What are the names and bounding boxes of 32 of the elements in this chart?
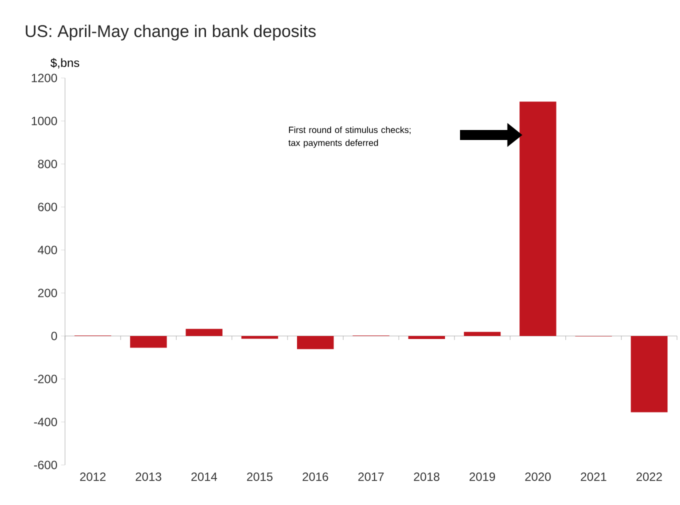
bar	[130, 336, 167, 348]
x-tick-label: 2013	[136, 472, 162, 481]
bar	[241, 336, 278, 339]
bar	[186, 328, 222, 336]
y-tick-label: 400	[38, 246, 58, 254]
annotation: First round of stimulus checks; tax payments deferred	[288, 126, 411, 148]
x-tick-label: 2012	[80, 472, 106, 481]
y-axis-title: $,bns	[50, 58, 80, 68]
x-tick-label: 2017	[358, 472, 384, 481]
x-tick-label: 2018	[414, 472, 440, 481]
x-tick-label: 2021	[580, 472, 606, 481]
x-tick-label: 2015	[247, 472, 273, 481]
y-tick-label: 200	[38, 288, 58, 298]
bar	[520, 102, 556, 336]
x-tick-label: 2019	[470, 472, 496, 481]
bar	[464, 332, 501, 336]
y-tick-label: -200	[34, 374, 58, 384]
bar	[408, 336, 446, 339]
x-tick-label: 2016	[302, 472, 328, 481]
y-tick-label: 800	[38, 160, 58, 168]
y-tick-label: 0	[51, 332, 58, 340]
x-tick-label: 2022	[636, 472, 662, 481]
bar	[297, 336, 334, 350]
y-tick-label: 1000	[32, 116, 58, 126]
bar	[630, 336, 668, 412]
y-tick-label: 1200	[32, 74, 58, 82]
x-tick-label: 2014	[191, 472, 218, 481]
y-tick-label: -600	[34, 460, 58, 470]
x-tick-label: 2020	[525, 472, 551, 481]
y-tick-label: 600	[38, 202, 58, 212]
chart-title: US: April-May change in bank deposits	[26, 24, 316, 40]
y-tick-label: -400	[34, 418, 58, 426]
